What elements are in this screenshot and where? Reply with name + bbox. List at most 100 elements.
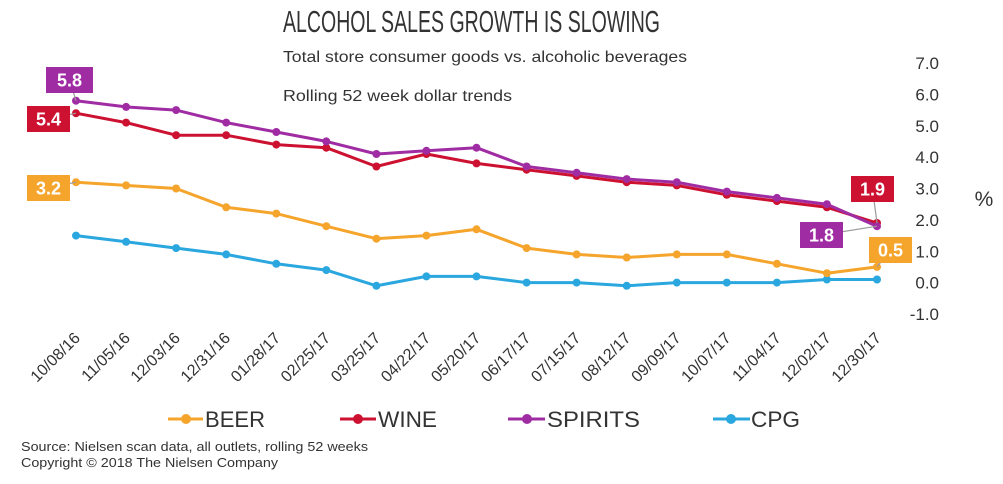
data-point-cpg-08-12-17 <box>622 281 631 290</box>
data-point-beer-11-05-16 <box>122 181 131 190</box>
data-point-beer-02-25-17 <box>322 222 331 231</box>
legend-swatch-dot <box>522 414 532 424</box>
y-tick-label: 0.0 <box>915 274 939 293</box>
x-tick-label: 06/17/17 <box>478 330 534 386</box>
data-point-beer-01-28-17 <box>272 209 281 218</box>
data-point-wine-12-03-16 <box>172 131 181 140</box>
data-point-wine-03-25-17 <box>372 162 381 171</box>
data-point-beer-12-31-16 <box>222 203 231 212</box>
data-point-cpg-11-04-17 <box>772 278 781 287</box>
legend-label: WINE <box>378 407 437 432</box>
data-point-spirits-01-28-17 <box>272 128 281 136</box>
data-label-value: 1.8 <box>809 226 834 246</box>
data-point-cpg-07-15-17 <box>572 278 581 287</box>
data-point-beer-07-15-17 <box>572 250 581 259</box>
data-point-cpg-10-07-17 <box>722 278 731 287</box>
data-label-box <box>27 106 70 132</box>
data-point-spirits-02-25-17 <box>322 137 331 146</box>
data-label-spirits-12-30-17: 1.8 <box>800 222 878 248</box>
data-label-beer-12-30-17: 0.5 <box>869 237 912 268</box>
x-tick-label: 04/22/17 <box>378 330 434 386</box>
x-tick-label: 03/25/17 <box>328 330 384 386</box>
data-point-cpg-12-03-16 <box>172 244 181 253</box>
data-label-value: 0.5 <box>878 241 903 261</box>
data-label-box <box>800 222 843 248</box>
data-point-cpg-12-02-17 <box>822 275 831 284</box>
y-axis-unit-label: % <box>975 188 994 211</box>
data-point-beer-11-04-17 <box>772 259 781 268</box>
data-point-cpg-10-08-16 <box>72 231 80 240</box>
legend-swatch-dot <box>181 414 191 424</box>
data-point-wine-12-31-16 <box>222 131 231 140</box>
data-point-wine-05-20-17 <box>472 159 481 168</box>
x-tick-label: 01/28/17 <box>228 330 284 386</box>
y-tick-label: -1.0 <box>910 305 939 324</box>
data-point-spirits-12-03-16 <box>172 106 181 115</box>
data-label-box <box>851 176 894 202</box>
data-point-beer-05-20-17 <box>472 225 481 234</box>
data-point-cpg-03-25-17 <box>372 281 381 290</box>
legend-swatch-dot <box>726 414 736 424</box>
data-point-beer-04-22-17 <box>422 231 431 240</box>
legend-item-spirits: SPIRITS <box>508 407 640 432</box>
x-tick-label: 05/20/17 <box>428 330 484 386</box>
legend-swatch-dot <box>353 414 363 424</box>
plot-area <box>72 96 881 290</box>
legend-item-cpg: CPG <box>713 407 800 432</box>
y-tick-label: 6.0 <box>915 85 939 104</box>
data-point-spirits-12-31-16 <box>222 118 231 127</box>
data-label-spirits-10-08-16: 5.8 <box>46 67 93 101</box>
x-tick-label: 10/07/17 <box>679 330 735 386</box>
data-label-box <box>869 237 912 263</box>
data-point-beer-12-02-17 <box>822 269 831 278</box>
data-point-spirits-05-20-17 <box>472 143 481 152</box>
legend: BEER WINE SPIRITS CPG <box>168 407 800 432</box>
data-point-spirits-11-04-17 <box>772 193 781 202</box>
series-spirits <box>72 96 881 231</box>
series-beer <box>72 178 881 278</box>
data-point-spirits-09-09-17 <box>672 178 681 187</box>
data-point-beer-08-12-17 <box>622 253 631 262</box>
data-point-spirits-12-02-17 <box>822 200 831 209</box>
data-point-beer-10-07-17 <box>722 250 731 259</box>
data-point-wine-11-05-16 <box>122 118 131 127</box>
data-point-cpg-06-17-17 <box>522 278 531 287</box>
data-point-beer-03-25-17 <box>372 234 381 243</box>
x-tick-label: 11/05/16 <box>79 330 134 385</box>
legend-label: SPIRITS <box>547 407 640 432</box>
data-point-cpg-11-05-16 <box>122 237 131 246</box>
data-label-box <box>46 67 93 93</box>
y-tick-label: 1.0 <box>915 242 939 261</box>
x-tick-label: 09/09/17 <box>629 330 685 386</box>
legend-label: CPG <box>751 407 800 432</box>
data-point-spirits-04-22-17 <box>422 146 431 155</box>
series-line-wine <box>74 111 879 225</box>
chart-subtitle: Total store consumer goods vs. alcoholic… <box>283 49 687 66</box>
data-label-value: 1.9 <box>860 180 885 200</box>
copyright-note: Copyright © 2018 The Nielsen Company <box>21 456 279 470</box>
data-point-cpg-02-25-17 <box>322 266 331 275</box>
x-tick-label: 10/08/16 <box>28 330 84 386</box>
x-tick-label: 12/30/17 <box>829 330 885 386</box>
data-point-cpg-01-28-17 <box>272 259 281 268</box>
legend-label: BEER <box>205 407 265 432</box>
data-point-beer-06-17-17 <box>522 244 531 253</box>
x-tick-label: 11/04/17 <box>730 330 785 385</box>
y-tick-label: 3.0 <box>915 180 939 199</box>
data-point-cpg-04-22-17 <box>422 272 431 281</box>
data-point-wine-02-25-17 <box>322 143 331 152</box>
source-note: Source: Nielsen scan data, all outlets, … <box>21 440 368 454</box>
x-tick-label: 07/15/17 <box>528 330 584 386</box>
data-point-beer-09-09-17 <box>672 250 681 259</box>
data-labels: 5.8 5.4 3.2 1.9 1.8 0.5 <box>27 67 912 268</box>
x-tick-label: 12/02/17 <box>779 330 835 386</box>
data-point-cpg-05-20-17 <box>472 272 481 281</box>
y-tick-label: 7.0 <box>915 54 939 73</box>
data-label-wine-12-30-17: 1.9 <box>851 176 894 224</box>
data-point-spirits-06-17-17 <box>522 162 531 171</box>
data-point-cpg-12-31-16 <box>222 250 231 259</box>
data-label-beer-10-08-16: 3.2 <box>27 175 77 201</box>
y-tick-label: 2.0 <box>915 211 939 230</box>
y-axis: 7.0 6.0 5.0 4.0 3.0 2.0 1.0 0.0 -1.0 <box>910 54 939 324</box>
